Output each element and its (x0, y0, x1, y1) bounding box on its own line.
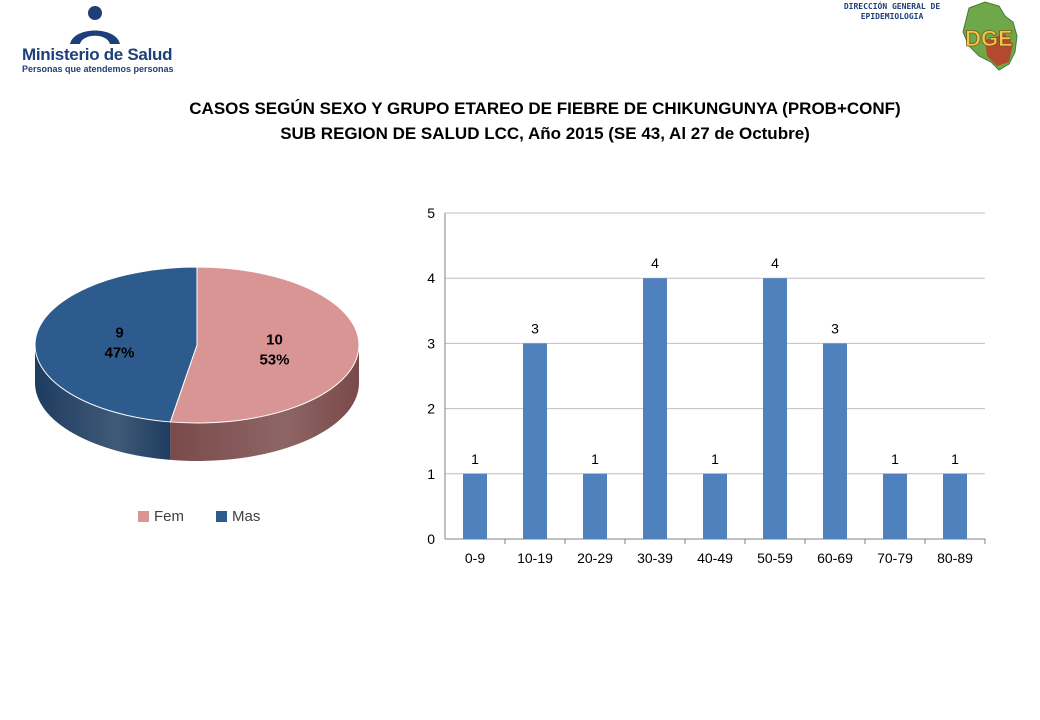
pie-label-value-fem: 10 (266, 331, 283, 348)
title-line2: SUB REGION DE SALUD LCC, Año 2015 (SE 43… (280, 124, 810, 143)
legend-label-mas: Mas (232, 508, 260, 525)
bar-data-label: 1 (891, 451, 899, 467)
pie-slice-mas (34, 266, 198, 423)
bar-chart: 0 1 2 3 4 5 1 0-9 3 10-19 1 20-29 4 30-39 1 40-49 4 50-59… (427, 205, 986, 566)
pie-slice-fem (169, 266, 360, 424)
pie-chart: 10 53% 9 47% Fem Mas (34, 266, 360, 525)
y-tick-label: 4 (427, 270, 435, 286)
bar (763, 278, 787, 539)
legend-swatch-mas (216, 511, 227, 522)
bar-data-label: 1 (591, 451, 599, 467)
dge-title: DIRECCIÓN GENERAL DE EPIDEMIOLOGIA (822, 2, 962, 22)
x-tick-label: 40-49 (697, 550, 733, 566)
pie-label-value-mas: 9 (115, 325, 123, 342)
bar-data-label: 4 (771, 255, 779, 271)
y-tick-label: 1 (427, 466, 435, 482)
minsa-logo-body-icon (70, 30, 120, 44)
bar (583, 473, 607, 539)
title-line1: CASOS SEGÚN SEXO Y GRUPO ETAREO DE FIEBR… (189, 99, 901, 118)
y-tick-label: 3 (427, 335, 435, 351)
x-tick-label: 70-79 (877, 550, 913, 566)
x-tick-label: 0-9 (465, 550, 485, 566)
y-tick-label: 0 (427, 531, 435, 547)
bar (523, 343, 547, 539)
bar-data-label: 1 (711, 451, 719, 467)
y-tick-label: 2 (427, 401, 435, 417)
bar (703, 473, 727, 539)
chart-titles: CASOS SEGÚN SEXO Y GRUPO ETAREO DE FIEBR… (60, 96, 1030, 146)
x-tick-label: 80-89 (937, 550, 973, 566)
bar-data-label: 3 (831, 320, 839, 336)
y-tick-label: 5 (427, 205, 435, 221)
bar (463, 473, 487, 539)
bar (883, 473, 907, 539)
bar (643, 278, 667, 539)
bar-data-label: 1 (951, 451, 959, 467)
legend-swatch-fem (138, 511, 149, 522)
pie-side-mas (35, 345, 171, 460)
bar-data-label: 1 (471, 451, 479, 467)
legend-label-fem: Fem (154, 508, 184, 525)
bar-data-label: 3 (531, 320, 539, 336)
ministry-name: Ministerio de Salud (22, 45, 173, 64)
peru-map-shade-icon (985, 34, 1013, 66)
dge-title-line2: EPIDEMIOLOGIA (860, 12, 924, 21)
bar (823, 343, 847, 539)
pie-label-pct-fem: 53% (259, 351, 289, 368)
bar (943, 473, 967, 539)
ministry-slogan: Personas que atendemos personas (22, 64, 174, 74)
x-tick-label: 20-29 (577, 550, 613, 566)
pie-label-pct-mas: 47% (104, 345, 134, 362)
x-tick-label: 50-59 (757, 550, 793, 566)
x-tick-label: 10-19 (517, 550, 553, 566)
dge-title-line1: DIRECCIÓN GENERAL DE (843, 2, 941, 11)
minsa-logo-head-icon (88, 6, 102, 20)
minsa-logo (70, 6, 120, 44)
x-tick-label: 30-39 (637, 550, 673, 566)
dge-logo: DGE (962, 1, 1018, 71)
pie-side-fem (170, 345, 360, 461)
x-tick-label: 60-69 (817, 550, 853, 566)
bar-data-label: 4 (651, 255, 659, 271)
dge-logo-letters: DGE (965, 26, 1013, 51)
